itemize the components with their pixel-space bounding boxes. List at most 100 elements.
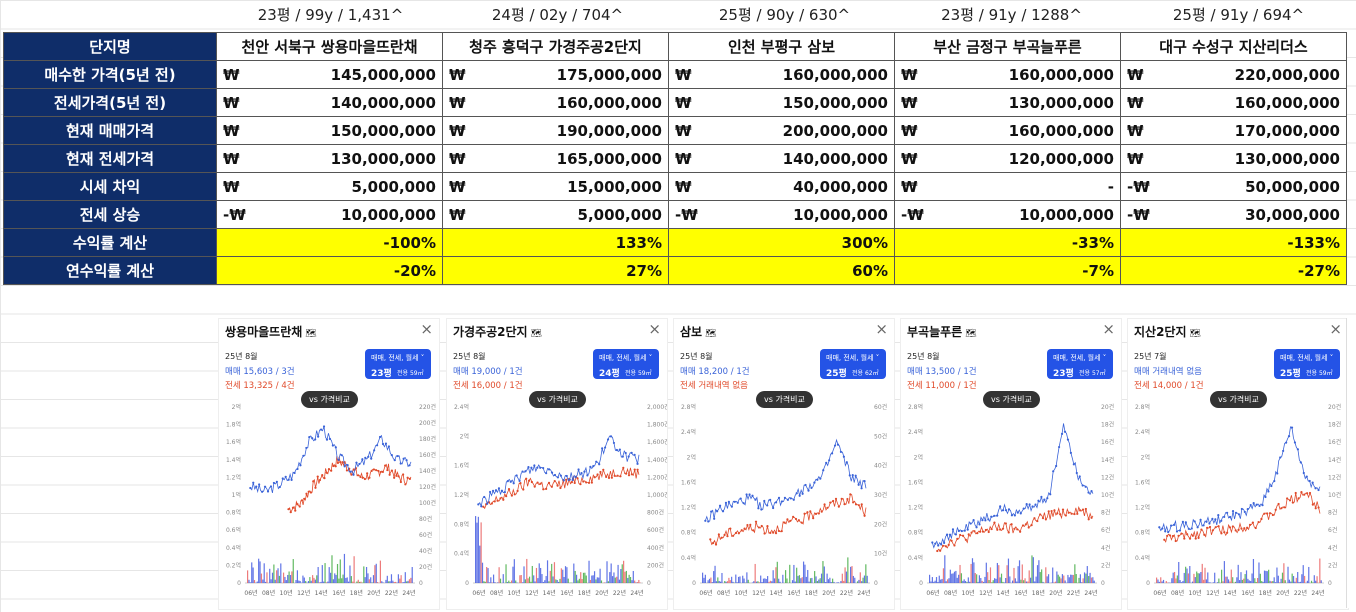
vs-compare-button[interactable]: vs 가격비교 bbox=[756, 391, 813, 408]
percent-cell[interactable]: 60% bbox=[668, 256, 895, 285]
map-icon[interactable]: 🗺 bbox=[962, 329, 977, 339]
value-cell[interactable]: -₩ 10,000,000 bbox=[894, 200, 1121, 229]
percent-cell[interactable]: 300% bbox=[668, 228, 895, 257]
row-label[interactable]: 연수익률 계산 bbox=[3, 256, 217, 285]
value-cell[interactable]: ₩200,000,000 bbox=[668, 116, 895, 145]
value-cell[interactable]: ₩150,000,000 bbox=[668, 88, 895, 117]
value-cell[interactable]: ₩130,000,000 bbox=[894, 88, 1121, 117]
panel-title[interactable]: 지산2단지 🗺 bbox=[1134, 325, 1201, 339]
value-cell[interactable]: ₩165,000,000 bbox=[442, 144, 669, 173]
volume-bar bbox=[711, 582, 713, 583]
close-icon[interactable]: × bbox=[1102, 320, 1115, 338]
sale-price-line-point bbox=[287, 478, 290, 481]
complex-name-cell[interactable]: 인천 부평구 삼보 bbox=[668, 32, 895, 61]
percent-cell[interactable]: 27% bbox=[442, 256, 669, 285]
percent-cell[interactable]: -20% bbox=[216, 256, 443, 285]
value-cell[interactable]: ₩160,000,000 bbox=[442, 88, 669, 117]
value-cell[interactable]: ₩160,000,000 bbox=[1120, 88, 1347, 117]
percent-cell[interactable]: -27% bbox=[1120, 256, 1347, 285]
filter-button[interactable]: 매매, 전세, 월세 ˅ 23평 전용 59㎡ bbox=[365, 349, 431, 379]
filter-button[interactable]: 매매, 전세, 월세 ˅ 24평 전용 59㎡ bbox=[593, 349, 659, 379]
close-icon[interactable]: × bbox=[420, 320, 433, 338]
volume-bar bbox=[953, 571, 956, 583]
panel-title[interactable]: 부곡늘푸른 🗺 bbox=[907, 325, 977, 339]
value-cell[interactable]: ₩120,000,000 bbox=[894, 144, 1121, 173]
value-cell[interactable]: ₩160,000,000 bbox=[668, 60, 895, 89]
row-label[interactable]: 수익률 계산 bbox=[3, 228, 217, 257]
rent-price-line-point bbox=[1163, 538, 1166, 541]
volume-bar bbox=[618, 579, 621, 583]
volume-bar bbox=[560, 568, 562, 583]
volume-bar bbox=[595, 579, 597, 583]
value-cell[interactable]: ₩140,000,000 bbox=[668, 144, 895, 173]
close-icon[interactable]: × bbox=[648, 320, 661, 338]
close-icon[interactable]: × bbox=[1329, 320, 1342, 338]
volume-bar bbox=[614, 577, 616, 583]
panel-title[interactable]: 삼보 🗺 bbox=[680, 325, 717, 339]
row-label[interactable]: 현재 매매가격 bbox=[3, 116, 217, 145]
value-cell[interactable]: -₩ 10,000,000 bbox=[216, 200, 443, 229]
value-cell[interactable]: ₩5,000,000 bbox=[442, 200, 669, 229]
vs-compare-button[interactable]: vs 가격비교 bbox=[983, 391, 1040, 408]
vs-compare-button[interactable]: vs 가격비교 bbox=[301, 391, 358, 408]
currency-symbol: ₩ bbox=[675, 65, 692, 84]
row-label[interactable]: 시세 차익 bbox=[3, 172, 217, 201]
value-cell[interactable]: ₩145,000,000 bbox=[216, 60, 443, 89]
volume-bar bbox=[372, 575, 375, 583]
value-cell[interactable]: ₩220,000,000 bbox=[1120, 60, 1347, 89]
value-cell[interactable]: ₩160,000,000 bbox=[894, 116, 1121, 145]
rent-price-line-point bbox=[291, 506, 295, 509]
map-icon[interactable]: 🗺 bbox=[702, 329, 717, 339]
volume-bar bbox=[1319, 558, 1321, 583]
close-icon[interactable]: × bbox=[875, 320, 888, 338]
percent-cell[interactable]: -33% bbox=[894, 228, 1121, 257]
complex-name-cell[interactable]: 청주 흥덕구 가경주공2단지 bbox=[442, 32, 669, 61]
value-cell[interactable]: ₩40,000,000 bbox=[668, 172, 895, 201]
value-cell[interactable]: ₩15,000,000 bbox=[442, 172, 669, 201]
percent-cell[interactable]: -133% bbox=[1120, 228, 1347, 257]
volume-bar bbox=[1060, 578, 1062, 583]
volume-bar bbox=[1254, 578, 1256, 583]
map-icon[interactable]: 🗺 bbox=[1186, 329, 1201, 339]
value-cell[interactable]: ₩170,000,000 bbox=[1120, 116, 1347, 145]
row-label[interactable]: 전세 상승 bbox=[3, 200, 217, 229]
volume-bar bbox=[1243, 578, 1245, 583]
value-cell[interactable]: ₩160,000,000 bbox=[894, 60, 1121, 89]
complex-name-cell[interactable]: 천안 서북구 쌍용마을뜨란채 bbox=[216, 32, 443, 61]
percent-cell[interactable]: 133% bbox=[442, 228, 669, 257]
row-label[interactable]: 단지명 bbox=[3, 32, 217, 61]
value-cell[interactable]: ₩190,000,000 bbox=[442, 116, 669, 145]
rent-price-line-point bbox=[1039, 513, 1042, 516]
value-cell[interactable]: ₩150,000,000 bbox=[216, 116, 443, 145]
filter-button[interactable]: 매매, 전세, 월세 ˅ 25평 전용 59㎡ bbox=[1274, 349, 1340, 379]
row-label[interactable]: 전세가격(5년 전) bbox=[3, 88, 217, 117]
percent-cell[interactable]: -7% bbox=[894, 256, 1121, 285]
percent-cell[interactable]: -100% bbox=[216, 228, 443, 257]
map-icon[interactable]: 🗺 bbox=[302, 329, 317, 339]
filter-button[interactable]: 매매, 전세, 월세 ˅ 23평 전용 57㎡ bbox=[1047, 349, 1113, 379]
value-cell[interactable]: ₩130,000,000 bbox=[1120, 144, 1347, 173]
sale-price-line-point bbox=[1214, 518, 1217, 521]
panel-title[interactable]: 가경주공2단지 🗺 bbox=[453, 325, 542, 339]
value-cell[interactable]: -₩ 30,000,000 bbox=[1120, 200, 1347, 229]
row-label[interactable]: 매수한 가격(5년 전) bbox=[3, 60, 217, 89]
value-cell[interactable]: ₩140,000,000 bbox=[216, 88, 443, 117]
row-label[interactable]: 현재 전세가격 bbox=[3, 144, 217, 173]
value-cell[interactable]: -₩ 50,000,000 bbox=[1120, 172, 1347, 201]
value-cell[interactable]: ₩5,000,000 bbox=[216, 172, 443, 201]
rent-price-line-point bbox=[826, 506, 829, 509]
value-cell[interactable]: ₩ - bbox=[894, 172, 1121, 201]
panel-title[interactable]: 쌍용마을뜨란채 🗺 bbox=[225, 325, 317, 339]
complex-name-cell[interactable]: 대구 수성구 지산리더스 bbox=[1120, 32, 1347, 61]
filter-button[interactable]: 매매, 전세, 월세 ˅ 25평 전용 62㎡ bbox=[820, 349, 886, 379]
value-cell[interactable]: ₩175,000,000 bbox=[442, 60, 669, 89]
vs-compare-button[interactable]: vs 가격비교 bbox=[1210, 391, 1267, 408]
complex-name-cell[interactable]: 부산 금정구 부곡늘푸른 bbox=[894, 32, 1121, 61]
vs-compare-button[interactable]: vs 가격비교 bbox=[529, 391, 586, 408]
value-cell[interactable]: -₩ 10,000,000 bbox=[668, 200, 895, 229]
volume-bar bbox=[731, 576, 733, 583]
value-cell[interactable]: ₩130,000,000 bbox=[216, 144, 443, 173]
volume-bar bbox=[1245, 570, 1248, 583]
column-header: 25평 / 91y / 694^ bbox=[1172, 6, 1305, 24]
map-icon[interactable]: 🗺 bbox=[527, 329, 542, 339]
